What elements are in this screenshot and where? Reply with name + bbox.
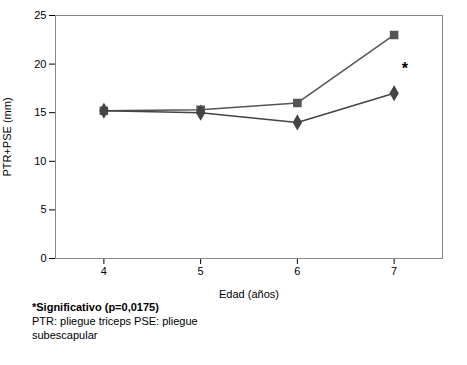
svg-text:4: 4	[101, 265, 107, 277]
svg-text:PTR+PSE (mm): PTR+PSE (mm)	[1, 97, 13, 176]
svg-text:7: 7	[391, 265, 397, 277]
svg-text:15: 15	[34, 106, 46, 118]
svg-text:25: 25	[34, 9, 46, 21]
svg-text:0: 0	[40, 252, 46, 264]
html-text:*Significativo (p=0,0175): *Significativo (p=0,0175)	[32, 301, 159, 313]
svg-text:Edad (años): Edad (años)	[219, 288, 279, 300]
svg-text:5: 5	[40, 203, 46, 215]
html-text:subescapular: subescapular	[32, 329, 98, 341]
svg-text:*: *	[402, 60, 409, 77]
svg-text:5: 5	[198, 265, 204, 277]
svg-text:20: 20	[34, 58, 46, 70]
html-text:PTR: pliegue triceps PSE: plie: PTR: pliegue triceps PSE: pliegue	[32, 315, 198, 327]
svg-text:10: 10	[34, 155, 46, 167]
svg-text:6: 6	[294, 265, 300, 277]
